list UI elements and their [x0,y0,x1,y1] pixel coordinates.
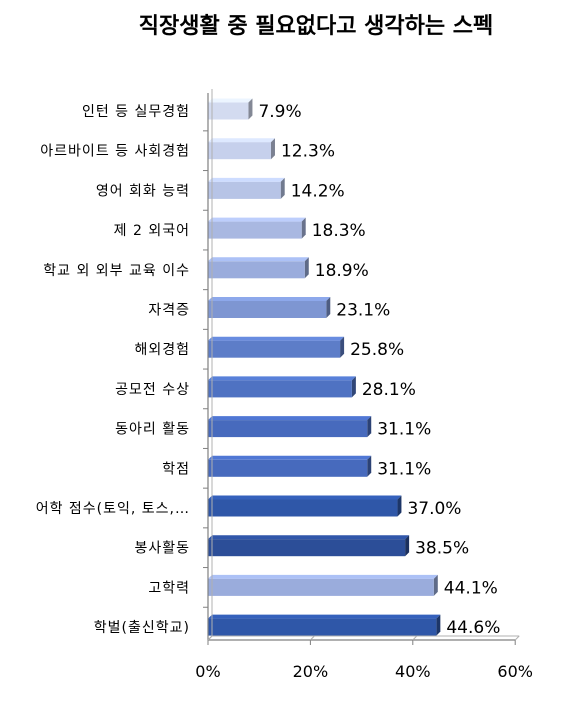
category-label: 제 2 외국어 [114,223,190,239]
bar-side-face [270,138,275,160]
bar-side-face [301,217,306,239]
category-label: 학벌(출신학교) [94,620,190,636]
bar-side-face [367,416,372,438]
bar [208,340,341,358]
bar-top-face [208,138,275,143]
bar [208,420,368,438]
x-tick-label: 40% [395,662,431,681]
bar-top-face [208,455,372,460]
category-label: 고학력 [148,580,190,596]
bar-top-face [208,614,441,619]
bar-top-face [208,574,438,579]
bar [208,539,406,557]
value-label: 31.1% [377,459,431,479]
value-label: 18.9% [315,261,369,281]
value-label: 31.1% [377,420,431,440]
bar-group: 봉사활동 38.5% [134,535,469,559]
x-tick-label: 0% [195,662,220,681]
bar-group: 영어 회화 능력 14.2% [96,177,345,201]
bar-side-face [367,455,372,477]
bar-side-face [433,574,438,596]
value-label: 44.1% [444,578,498,598]
category-label: 해외경험 [134,342,190,358]
bar-side-face [326,297,331,318]
bar-top-face [208,416,372,421]
value-label: 7.9% [258,102,301,122]
category-label: 동아리 활동 [115,422,190,438]
bar [208,142,271,160]
value-label: 12.3% [281,142,335,162]
category-label: 아르바이트 등 사회경험 [40,144,190,160]
bar-group: 해외경험 25.8% [134,336,404,360]
x-tick-depth [514,635,520,641]
bar-group: 고학력 44.1% [148,574,498,598]
x-tick-depth [310,635,315,641]
bar-group: 공모전 수상 28.1% [115,376,416,400]
bar-top-face [208,336,345,341]
category-label: 학점 [162,461,190,477]
bar-group: 학벌(출신학교) 44.6% [94,614,500,638]
bar [208,221,302,239]
bar-group: 동아리 활동 31.1% [115,416,431,440]
bar-top-face [208,535,410,540]
bar [208,618,437,636]
bar-top-face [208,376,356,381]
bar-side-face [248,98,253,120]
bar [208,380,352,398]
value-label: 44.6% [446,618,500,638]
x-tick-depth [412,635,418,641]
bar [208,301,327,318]
value-label: 37.0% [407,499,461,519]
bar-group: 어학 점수(토익, 토스,… 37.0% [36,495,461,519]
bar-group: 자격증 23.1% [148,297,390,321]
bar-top-face [208,257,309,262]
category-label: 봉사활동 [134,541,190,557]
bar [208,499,398,517]
bar-top-face [208,217,306,222]
bar-side-face [397,495,402,517]
value-label: 14.2% [291,181,345,201]
bar-side-face [436,614,441,636]
bar-side-face [351,376,356,398]
value-label: 23.1% [336,301,390,321]
category-label: 공모전 수상 [115,382,190,398]
bar-side-face [340,336,345,358]
value-label: 38.5% [415,539,469,559]
bar-group: 학교 외 외부 교육 이수 18.9% [43,257,369,281]
value-label: 28.1% [362,380,416,400]
bar-side-face [280,177,285,199]
bar [208,181,281,199]
bar-side-face [405,535,410,557]
bar-side-face [304,257,309,279]
bar-group: 인턴 등 실무경험 7.9% [82,98,302,122]
value-label: 18.3% [312,221,366,241]
category-label: 어학 점수(토익, 토스,… [36,501,190,517]
bar-group: 아르바이트 등 사회경험 12.3% [40,138,335,162]
category-label: 인턴 등 실무경험 [82,104,190,120]
bar [208,102,249,120]
bar-top-face [208,297,331,301]
category-label: 영어 회화 능력 [96,183,190,199]
bar-top-face [208,177,285,182]
bar-group: 제 2 외국어 18.3% [114,217,366,241]
bar-top-face [208,98,253,103]
bar [208,459,368,477]
x-tick-depth [207,635,213,641]
bar [208,261,305,279]
x-tick-label: 60% [497,662,533,681]
chart-title: 직장생활 중 필요없다고 생각하는 스펙 [139,14,493,39]
x-tick-label: 20% [293,662,329,681]
bars-layer: 인턴 등 실무경험 7.9% 아르바이트 등 사회경험 12.3% 영어 회화 능력 14… [36,98,500,638]
category-label: 학교 외 외부 교육 이수 [43,263,190,279]
bar [208,578,434,596]
value-label: 25.8% [350,340,404,360]
category-label: 자격증 [148,303,190,319]
bar-top-face [208,495,402,500]
bar-group: 학점 31.1% [162,455,431,479]
axis-layer: 0% 20% 40% 60% [195,89,533,681]
